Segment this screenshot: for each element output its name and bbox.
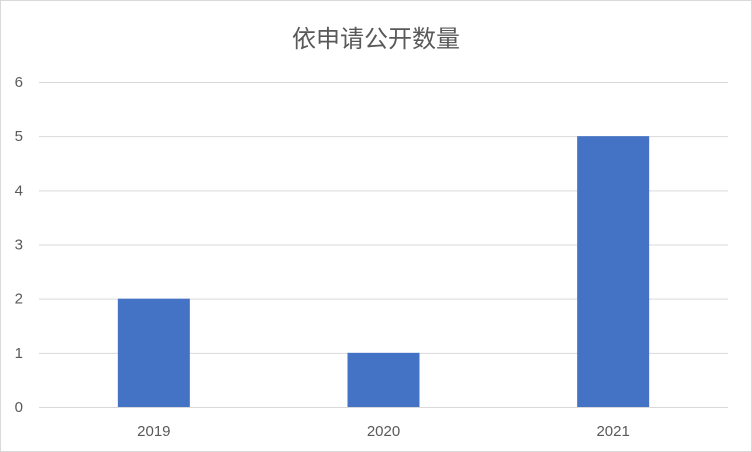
- y-tick-label: 5: [15, 128, 23, 145]
- bar-2020: [347, 352, 420, 407]
- x-tick-label: 2020: [367, 423, 400, 440]
- y-tick-label: 1: [15, 345, 23, 362]
- bar-2021: [577, 136, 650, 407]
- chart-title: 依申请公开数量: [292, 25, 460, 53]
- x-tick-label: 2021: [596, 423, 629, 440]
- y-tick-label: 3: [15, 237, 23, 254]
- x-tick-label: 2019: [137, 423, 170, 440]
- y-tick-label: 6: [15, 74, 23, 91]
- y-tick-label: 2: [15, 291, 23, 308]
- bar-2019: [117, 298, 190, 407]
- y-tick-label: 0: [15, 399, 23, 416]
- y-tick-label: 4: [15, 182, 23, 199]
